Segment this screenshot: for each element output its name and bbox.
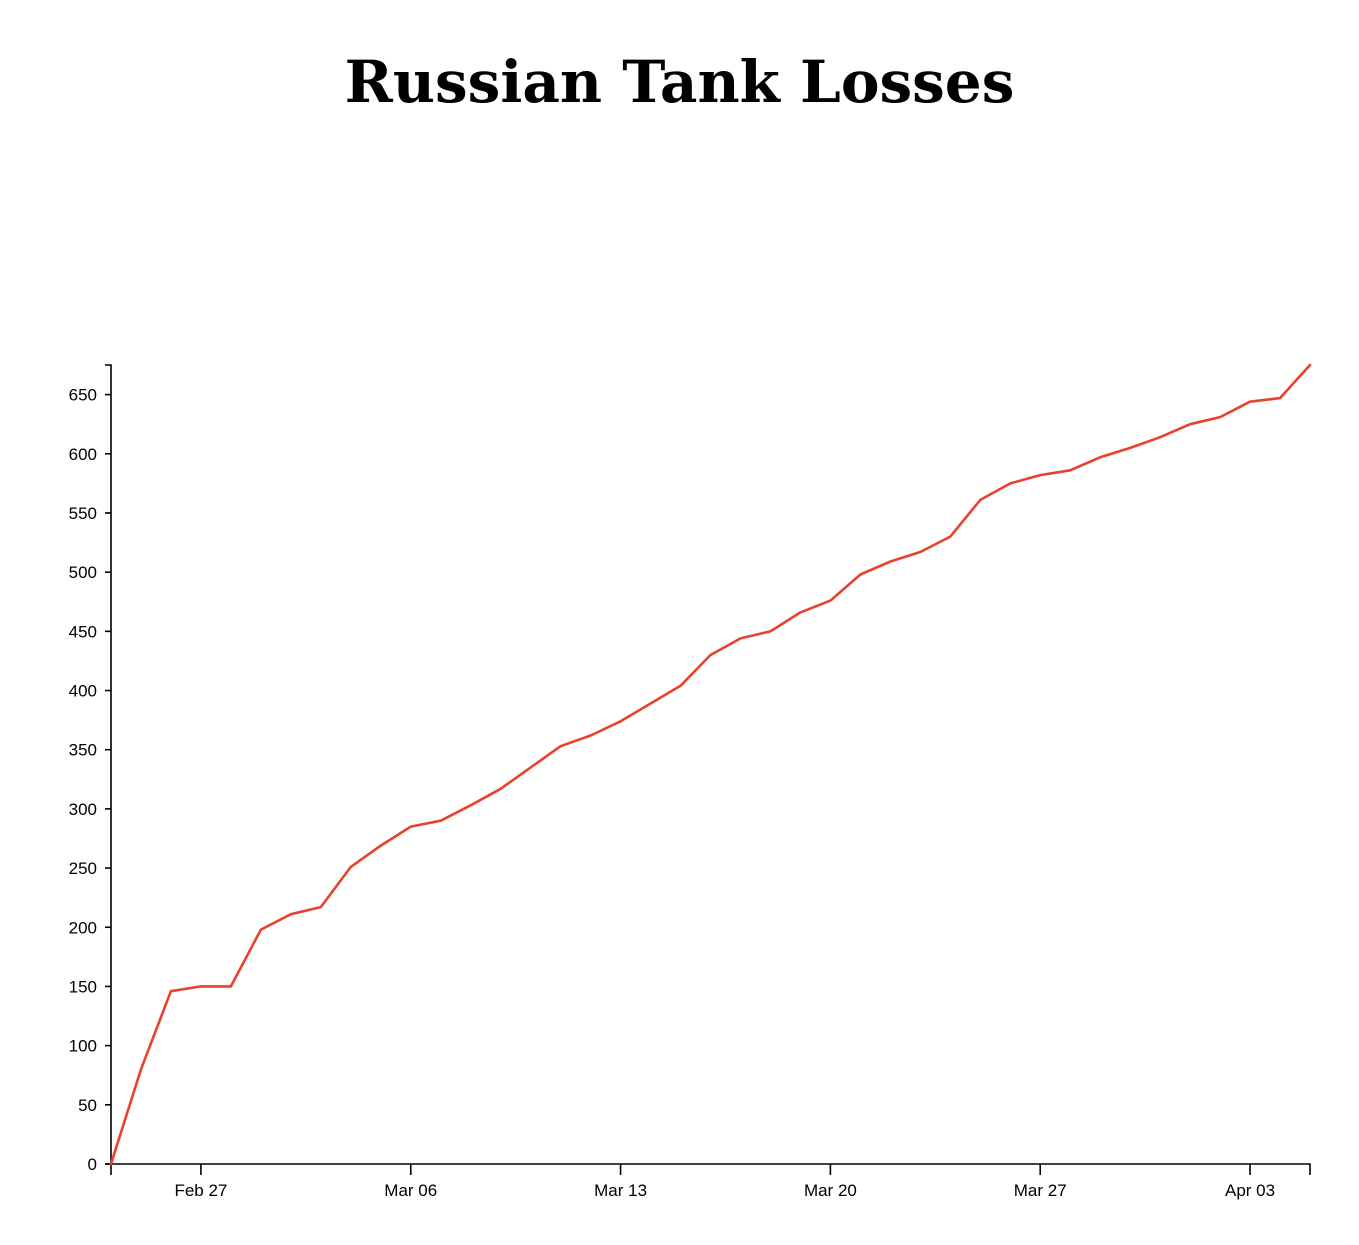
- y-tick-label: 150: [69, 977, 97, 996]
- y-tick-label: 650: [69, 386, 97, 405]
- y-tick-label: 450: [69, 622, 97, 641]
- x-tick-label: Mar 13: [594, 1181, 647, 1200]
- y-axis: 0 50 100 150 200 250 300 350 400 450 500 550 600 650: [69, 364, 112, 1174]
- y-tick-label: 300: [69, 800, 97, 819]
- x-axis-line: [110, 1163, 1311, 1175]
- y-tick-label: 50: [78, 1096, 97, 1115]
- y-tick-label: 250: [69, 859, 97, 878]
- y-axis-line: [105, 364, 112, 1165]
- x-tick-label: Mar 27: [1014, 1181, 1067, 1200]
- x-tick-label: Apr 03: [1225, 1181, 1275, 1200]
- y-tick-label: 200: [69, 918, 97, 937]
- y-tick-label: 100: [69, 1037, 97, 1056]
- y-tick-label: 500: [69, 563, 97, 582]
- y-tick-label: 350: [69, 741, 97, 760]
- y-tick-label: 0: [88, 1155, 97, 1174]
- y-tick-label: 600: [69, 445, 97, 464]
- series-line-0: [109, 363, 1312, 1166]
- x-tick-label: Feb 27: [174, 1181, 227, 1200]
- y-tick-label: 400: [69, 682, 97, 701]
- x-axis: Feb 27 Mar 06 Mar 13 Mar 20 Mar 27 Apr 03: [110, 1163, 1311, 1200]
- x-tick-label: Mar 20: [804, 1181, 857, 1200]
- plot-area: [109, 363, 1312, 1166]
- y-tick-label: 550: [69, 504, 97, 523]
- x-tick-label: Mar 06: [384, 1181, 437, 1200]
- chart-title: Russian Tank Losses: [344, 48, 1015, 116]
